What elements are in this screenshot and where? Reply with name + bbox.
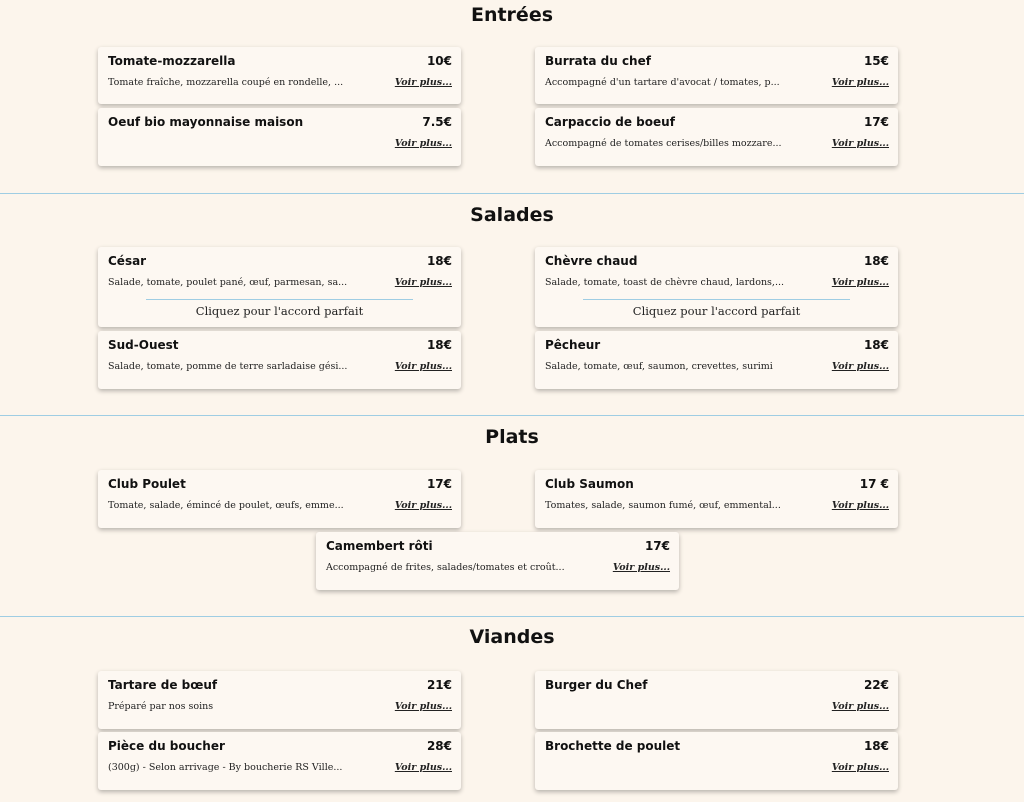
section-title: Salades bbox=[470, 204, 554, 226]
item-name: César bbox=[108, 254, 147, 268]
menu-item-card[interactable]: Burrata du chef 15€ Accompagné d'un tartar… bbox=[535, 47, 898, 104]
voir-plus-link[interactable]: Voir plus... bbox=[831, 500, 889, 511]
menu-item-card[interactable]: Burger du Chef 22€ Voir plus... bbox=[535, 671, 898, 729]
section-divider bbox=[0, 616, 1024, 617]
menu-item-card[interactable]: Chèvre chaud 18€ Salade, tomate, toast de … bbox=[535, 247, 898, 327]
voir-plus-link[interactable]: Voir plus... bbox=[612, 562, 670, 573]
section-title: Viandes bbox=[469, 626, 555, 648]
item-name: Pièce du boucher bbox=[108, 739, 225, 753]
menu-item-card[interactable]: Tomate-mozzarella 10€ Tomate fraîche, mozz… bbox=[98, 47, 461, 104]
menu-item-card[interactable]: Pièce du boucher 28€ (300g) - Selon arriva… bbox=[98, 732, 461, 790]
item-description: Salade, tomate, pomme de terre sarladais… bbox=[108, 361, 348, 372]
voir-plus-link[interactable]: Voir plus... bbox=[394, 277, 452, 288]
item-price: 18€ bbox=[863, 254, 889, 268]
item-price: 18€ bbox=[863, 739, 889, 753]
voir-plus-link[interactable]: Voir plus... bbox=[394, 361, 452, 372]
item-price: 17€ bbox=[644, 539, 670, 553]
accord-parfait-button[interactable]: Cliquez pour l'accord parfait bbox=[632, 304, 801, 318]
item-description: Salade, tomate, toast de chèvre chaud, l… bbox=[545, 277, 785, 288]
menu-item-card[interactable]: César 18€ Salade, tomate, poulet pané, œuf… bbox=[98, 247, 461, 327]
voir-plus-link[interactable]: Voir plus... bbox=[831, 361, 889, 372]
voir-plus-link[interactable]: Voir plus... bbox=[831, 277, 889, 288]
item-name: Burrata du chef bbox=[545, 54, 651, 68]
item-name: Camembert rôti bbox=[326, 539, 433, 553]
item-description: Accompagné d'un tartare d'avocat / tomat… bbox=[545, 77, 780, 88]
accord-parfait-button[interactable]: Cliquez pour l'accord parfait bbox=[195, 304, 364, 318]
voir-plus-link[interactable]: Voir plus... bbox=[394, 500, 452, 511]
menu-item-card[interactable]: Club Poulet 17€ Tomate, salade, émincé de … bbox=[98, 470, 461, 528]
item-name: Brochette de poulet bbox=[545, 739, 681, 753]
menu-item-card[interactable]: Oeuf bio mayonnaise maison 7.5€ Voir plus.… bbox=[98, 108, 461, 166]
voir-plus-link[interactable]: Voir plus... bbox=[831, 77, 889, 88]
item-description: (300g) - Selon arrivage - By boucherie R… bbox=[108, 762, 343, 773]
menu-item-card[interactable]: Tartare de bœuf 21€ Préparé par nos soins V… bbox=[98, 671, 461, 729]
menu-item-card[interactable]: Club Saumon 17 € Tomates, salade, saumon f… bbox=[535, 470, 898, 528]
item-price: 18€ bbox=[863, 338, 889, 352]
section-title: Plats bbox=[485, 426, 539, 448]
item-price: 17€ bbox=[863, 115, 889, 129]
item-name: Club Saumon bbox=[545, 477, 634, 491]
item-name: Tartare de bœuf bbox=[108, 678, 218, 692]
item-description: Salade, tomate, œuf, saumon, crevettes, … bbox=[545, 361, 773, 372]
item-name: Burger du Chef bbox=[545, 678, 648, 692]
item-name: Club Poulet bbox=[108, 477, 186, 491]
item-name: Pêcheur bbox=[545, 338, 601, 352]
menu-item-card[interactable]: Carpaccio de boeuf 17€ Accompagné de tomat… bbox=[535, 108, 898, 166]
section-title: Entrées bbox=[470, 4, 554, 26]
menu-item-card[interactable]: Pêcheur 18€ Salade, tomate, œuf, saumon, c… bbox=[535, 331, 898, 389]
item-price: 28€ bbox=[426, 739, 452, 753]
item-description: Accompagné de frites, salades/tomates et… bbox=[326, 562, 565, 573]
item-name: Oeuf bio mayonnaise maison bbox=[108, 115, 304, 129]
voir-plus-link[interactable]: Voir plus... bbox=[394, 138, 452, 149]
item-name: Sud-Ouest bbox=[108, 338, 179, 352]
accord-divider bbox=[146, 299, 413, 300]
section-divider bbox=[0, 415, 1024, 416]
voir-plus-link[interactable]: Voir plus... bbox=[394, 701, 452, 712]
voir-plus-link[interactable]: Voir plus... bbox=[394, 77, 452, 88]
item-description: Salade, tomate, poulet pané, œuf, parmes… bbox=[108, 277, 348, 288]
section-divider bbox=[0, 193, 1024, 194]
item-price: 18€ bbox=[426, 254, 452, 268]
item-name: Chèvre chaud bbox=[545, 254, 638, 268]
item-price: 10€ bbox=[426, 54, 452, 68]
item-price: 15€ bbox=[863, 54, 889, 68]
item-name: Tomate-mozzarella bbox=[108, 54, 236, 68]
menu-item-card[interactable]: Sud-Ouest 18€ Salade, tomate, pomme de ter… bbox=[98, 331, 461, 389]
item-name: Carpaccio de boeuf bbox=[545, 115, 675, 129]
item-price: 17€ bbox=[426, 477, 452, 491]
item-description: Tomates, salade, saumon fumé, œuf, emmen… bbox=[545, 500, 781, 511]
item-price: 21€ bbox=[426, 678, 452, 692]
item-description: Tomate, salade, émincé de poulet, œufs, … bbox=[108, 500, 344, 511]
voir-plus-link[interactable]: Voir plus... bbox=[831, 701, 889, 712]
voir-plus-link[interactable]: Voir plus... bbox=[831, 138, 889, 149]
menu-item-card[interactable]: Camembert rôti 17€ Accompagné de frites, s… bbox=[316, 532, 679, 590]
item-description: Tomate fraîche, mozzarella coupé en rond… bbox=[108, 77, 344, 88]
item-price: 17 € bbox=[859, 477, 889, 491]
voir-plus-link[interactable]: Voir plus... bbox=[394, 762, 452, 773]
accord-divider bbox=[583, 299, 850, 300]
item-description: Accompagné de tomates cerises/billes moz… bbox=[545, 138, 782, 149]
item-price: 18€ bbox=[426, 338, 452, 352]
item-price: 22€ bbox=[863, 678, 889, 692]
item-price: 7.5€ bbox=[422, 115, 452, 129]
item-description: Préparé par nos soins bbox=[108, 701, 214, 712]
menu-item-card[interactable]: Brochette de poulet 18€ Voir plus... bbox=[535, 732, 898, 790]
voir-plus-link[interactable]: Voir plus... bbox=[831, 762, 889, 773]
